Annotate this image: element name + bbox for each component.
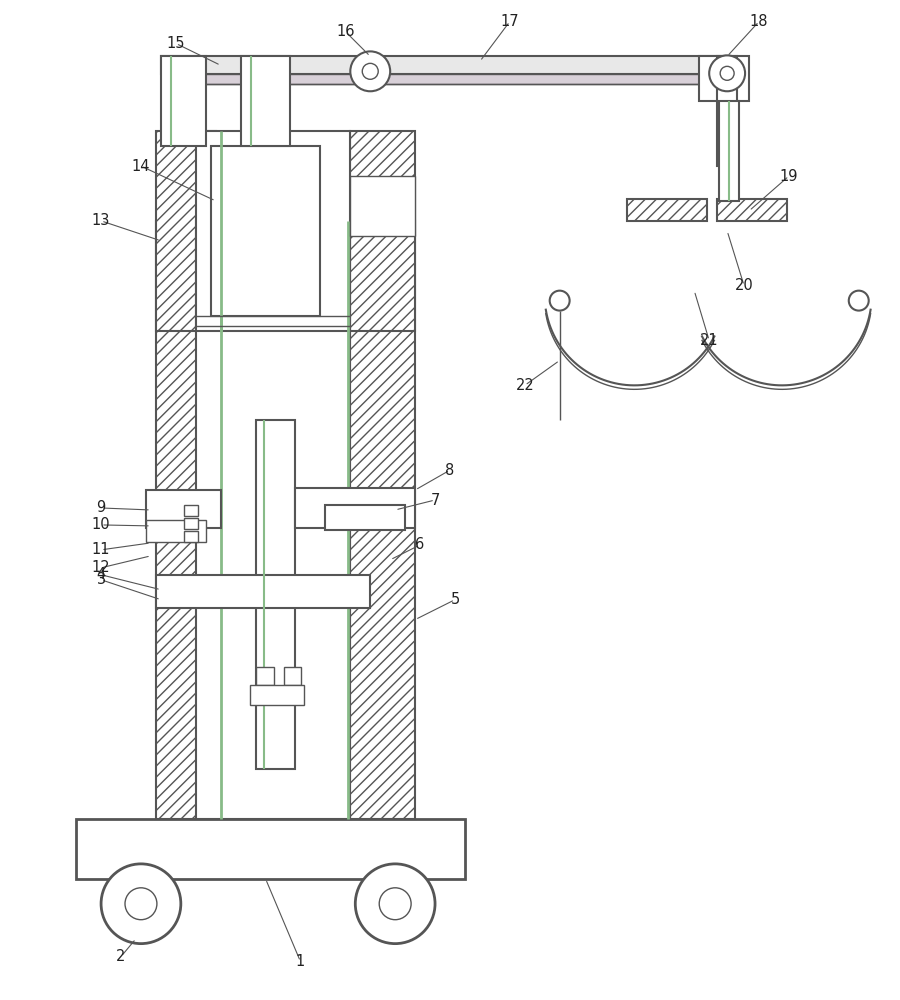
Bar: [196, 131, 350, 331]
Text: 9: 9: [96, 500, 105, 515]
Bar: [161, 56, 206, 146]
Text: 16: 16: [336, 24, 355, 39]
Text: 7: 7: [430, 493, 440, 508]
Bar: [295, 488, 415, 528]
Bar: [161, 56, 729, 74]
Bar: [156, 131, 216, 331]
Text: 11: 11: [92, 542, 111, 557]
Bar: [627, 199, 707, 221]
Bar: [249, 685, 304, 705]
Bar: [284, 667, 302, 685]
Text: 21: 21: [700, 333, 718, 348]
Circle shape: [101, 864, 181, 944]
Bar: [211, 146, 320, 316]
Text: 10: 10: [92, 517, 111, 532]
Text: 3: 3: [96, 572, 105, 587]
Bar: [350, 176, 415, 236]
Circle shape: [356, 864, 435, 944]
Text: 20: 20: [734, 278, 753, 293]
Bar: [326, 505, 405, 530]
Bar: [184, 531, 198, 542]
Bar: [146, 520, 206, 542]
Bar: [717, 56, 737, 166]
Bar: [156, 575, 370, 608]
Circle shape: [125, 888, 157, 920]
Bar: [146, 490, 220, 528]
Text: 22: 22: [516, 378, 534, 393]
Circle shape: [709, 55, 745, 91]
Text: 15: 15: [166, 36, 185, 51]
Text: 12: 12: [92, 560, 111, 575]
Text: 4: 4: [96, 567, 105, 582]
Bar: [76, 819, 465, 879]
Text: 14: 14: [131, 159, 150, 174]
Circle shape: [720, 66, 734, 80]
Bar: [350, 131, 415, 331]
Text: 19: 19: [779, 169, 798, 184]
Text: 17: 17: [500, 14, 519, 29]
Text: 13: 13: [92, 213, 111, 228]
Bar: [184, 505, 198, 516]
Circle shape: [550, 291, 570, 311]
Bar: [699, 56, 749, 101]
Circle shape: [379, 888, 411, 920]
Bar: [256, 420, 295, 769]
Text: 5: 5: [450, 592, 460, 607]
Bar: [196, 221, 350, 819]
Bar: [256, 667, 274, 685]
Text: 6: 6: [416, 537, 425, 552]
Circle shape: [363, 63, 378, 79]
Circle shape: [350, 51, 391, 91]
Bar: [717, 199, 787, 221]
Bar: [161, 74, 729, 84]
Bar: [240, 56, 291, 146]
Text: 2: 2: [116, 949, 126, 964]
Bar: [184, 518, 198, 529]
Text: 18: 18: [750, 14, 769, 29]
Text: 8: 8: [446, 463, 454, 478]
Circle shape: [849, 291, 868, 311]
Bar: [156, 221, 216, 819]
Text: 1: 1: [296, 954, 305, 969]
Bar: [719, 101, 739, 201]
Bar: [350, 221, 415, 819]
